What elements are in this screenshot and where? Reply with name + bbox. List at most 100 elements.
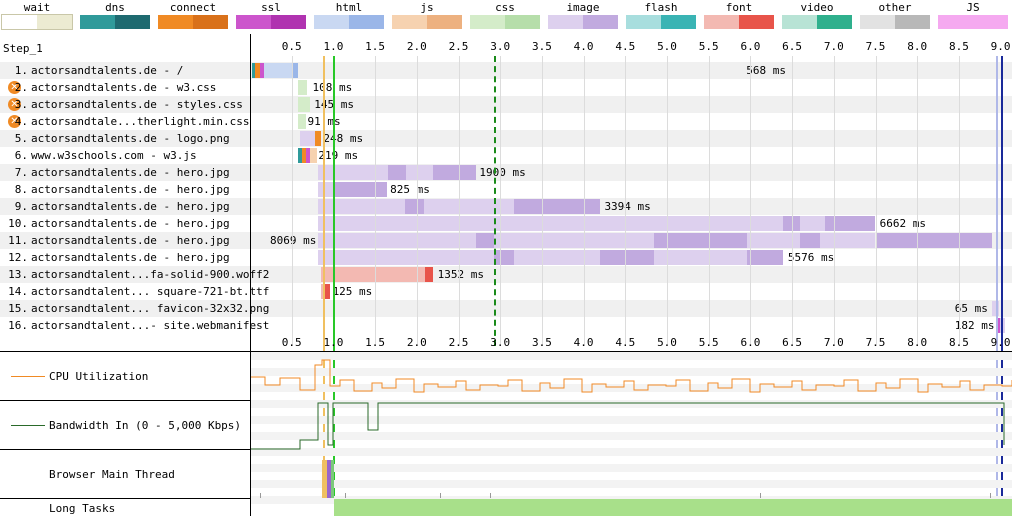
graph-band	[251, 416, 1012, 424]
request-row[interactable]: 13. actorsandtalent...fa-solid-900.woff2 1…	[0, 266, 1012, 283]
time-tick-label: 8.5	[948, 336, 969, 349]
request-duration: 825 ms	[390, 183, 430, 196]
legend-swatch	[860, 15, 930, 29]
request-row[interactable]: 10. actorsandtalents.de - hero.jpg 6662 ms	[0, 215, 1012, 232]
request-timing-bar	[318, 216, 783, 231]
main-thread-activity-bar	[331, 460, 334, 498]
time-tick-label: 9.0	[990, 336, 1011, 349]
request-timing-bar	[992, 301, 999, 316]
request-timing-bar	[298, 148, 302, 163]
request-duration: 8069 ms	[270, 234, 317, 247]
time-tick-label: 2.0	[406, 40, 427, 53]
main-thread-activity-bar	[322, 460, 328, 498]
time-tick-label: 6.0	[740, 40, 761, 53]
request-row[interactable]: 15. actorsandtalent... favicon-32x32.png 6…	[0, 300, 1012, 317]
legend-item-font: font	[704, 0, 774, 32]
legend-label: html	[335, 1, 363, 14]
request-label: 11. actorsandtalents.de - hero.jpg	[0, 234, 250, 247]
time-tick-label: 7.5	[865, 40, 886, 53]
legend-swatch	[1, 14, 73, 30]
time-tick-label: 8.0	[907, 336, 928, 349]
grid-line	[708, 56, 710, 346]
separator	[0, 351, 1012, 352]
request-number: 13.	[8, 268, 28, 281]
request-timing-bar	[255, 63, 260, 78]
request-timing-bar	[264, 63, 298, 78]
grid-line	[291, 56, 293, 346]
time-tick-label: 7.0	[823, 336, 844, 349]
legend-label: dns	[105, 1, 125, 14]
request-row[interactable]: ✕3.actorsandtalents.de - styles.css145 m…	[0, 96, 1012, 113]
request-row[interactable]: 16. actorsandtalent...- site.webmanifest 1…	[0, 317, 1012, 334]
request-timing-bar	[318, 165, 388, 180]
request-row[interactable]: 14. actorsandtalent... square-721-bt.ttf 1…	[0, 283, 1012, 300]
request-timing-bar	[747, 250, 783, 265]
time-tick-label: 6.0	[740, 336, 761, 349]
time-tick-label: 3.0	[490, 336, 511, 349]
bandwidth-label: Bandwidth In (0 - 5,000 Kbps)	[49, 419, 242, 432]
main-thread-activity-bar	[760, 493, 761, 498]
warning-icon: ✕	[8, 115, 21, 128]
request-label: 12. actorsandtalents.de - hero.jpg	[0, 251, 250, 264]
grid-line	[583, 56, 585, 346]
legend-item-html: html	[314, 0, 384, 32]
request-number: 2.	[14, 81, 28, 94]
request-timing-bar	[654, 233, 748, 248]
request-row[interactable]: 7. actorsandtalents.de - hero.jpg 1900 ms	[0, 164, 1012, 181]
start-render-marker	[322, 56, 325, 498]
legend-label: connect	[169, 1, 217, 14]
long-tasks-bar	[334, 499, 1012, 516]
legend-swatch	[782, 15, 852, 29]
legend-swatch	[704, 15, 774, 29]
grid-line	[541, 56, 543, 346]
graph-band	[251, 448, 1012, 456]
time-tick-label: 4.5	[615, 336, 636, 349]
graph-band	[251, 400, 1012, 408]
time-tick-label: 5.5	[698, 336, 719, 349]
legend-item-ssl: ssl	[236, 0, 306, 32]
request-url: actorsandtalents.de - hero.jpg	[31, 217, 230, 230]
request-url: www.w3schools.com - w3.js	[31, 149, 197, 162]
bandwidth-legend-line	[11, 425, 45, 426]
cpu-utilization-line	[251, 359, 1012, 393]
grid-line	[416, 56, 418, 346]
request-row[interactable]: 9. actorsandtalents.de - hero.jpg 3394 ms	[0, 198, 1012, 215]
request-row[interactable]: 1. actorsandtalents.de - / 568 ms	[0, 62, 1012, 79]
request-timing-bar	[315, 131, 321, 146]
grid-line	[833, 56, 835, 346]
request-row[interactable]: 12. actorsandtalents.de - hero.jpg 5576 ms	[0, 249, 1012, 266]
request-duration: 1900 ms	[479, 166, 526, 179]
legend-label: ssl	[261, 1, 281, 14]
request-timing-bar	[260, 63, 265, 78]
doc-complete-marker	[995, 56, 998, 498]
request-timing-bar	[405, 165, 434, 180]
legend-item-connect: connect	[158, 0, 228, 32]
request-timing-bar	[494, 250, 515, 265]
legend-label: wait	[23, 1, 51, 14]
request-label: 16. actorsandtalent...- site.webmanifest	[0, 319, 269, 332]
request-timing-bar	[318, 199, 406, 214]
bandwidth-line	[251, 402, 1005, 450]
request-row[interactable]: 8. actorsandtalents.de - hero.jpg 825 ms	[0, 181, 1012, 198]
request-row[interactable]: ✕2.actorsandtalents.de - w3.css 108 ms	[0, 79, 1012, 96]
request-row[interactable]: 6. www.w3schools.com - w3.js 219 ms	[0, 147, 1012, 164]
legend-label: css	[495, 1, 515, 14]
request-number: 9.	[14, 200, 28, 213]
legend-label: flash	[644, 1, 678, 14]
dom-content-marker	[332, 56, 335, 498]
time-tick-label: 1.5	[365, 40, 386, 53]
request-duration: 219 ms	[318, 149, 359, 162]
request-timing-bar	[800, 216, 826, 231]
request-label: 5. actorsandtalents.de - logo.png	[0, 132, 250, 145]
browser-main-thread-label: Browser Main Thread	[49, 468, 175, 481]
time-tick-label: 5.0	[657, 336, 677, 349]
request-row[interactable]: 11. actorsandtalents.de - hero.jpg 8069 ms	[0, 232, 1012, 249]
request-timing-bar	[433, 165, 476, 180]
legend-label: image	[566, 1, 600, 14]
request-timing-bar	[494, 233, 655, 248]
request-url: actorsandtalents.de - styles.css	[31, 98, 243, 111]
request-timing-bar	[310, 148, 317, 163]
time-tick-label: 1.0	[323, 336, 344, 349]
